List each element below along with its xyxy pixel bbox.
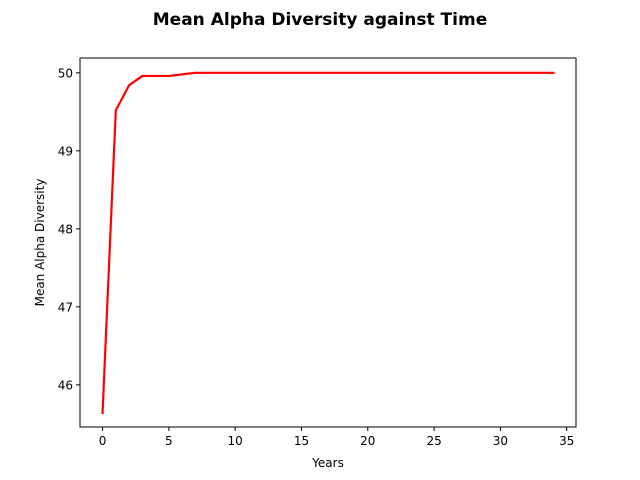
x-tick-label: 0 bbox=[99, 434, 107, 448]
x-tick-label: 35 bbox=[559, 434, 574, 448]
y-tick-label: 48 bbox=[58, 222, 73, 236]
y-tick-label: 49 bbox=[58, 144, 73, 158]
y-tick-label: 46 bbox=[58, 378, 73, 392]
series-line bbox=[101, 71, 555, 415]
x-tick-label: 15 bbox=[294, 434, 309, 448]
y-axis-label: Mean Alpha Diversity bbox=[33, 179, 47, 307]
x-tick-label: 20 bbox=[360, 434, 375, 448]
x-tick-label: 10 bbox=[228, 434, 243, 448]
plot-area: 0 5 10 15 20 25 30 35 46 47 48 49 50 bbox=[58, 57, 577, 448]
y-axis: 46 47 48 49 50 bbox=[58, 66, 80, 392]
x-axis: 0 5 10 15 20 25 30 35 bbox=[99, 427, 574, 448]
x-tick-label: 30 bbox=[493, 434, 508, 448]
x-tick-label: 5 bbox=[165, 434, 173, 448]
y-tick-label: 50 bbox=[58, 66, 73, 80]
series-layer bbox=[101, 71, 555, 415]
plot-frame bbox=[79, 57, 577, 428]
x-tick-label: 25 bbox=[426, 434, 441, 448]
chart-title: Mean Alpha Diversity against Time bbox=[153, 10, 487, 30]
x-axis-label: Years bbox=[311, 456, 344, 470]
y-tick-label: 47 bbox=[58, 300, 73, 314]
